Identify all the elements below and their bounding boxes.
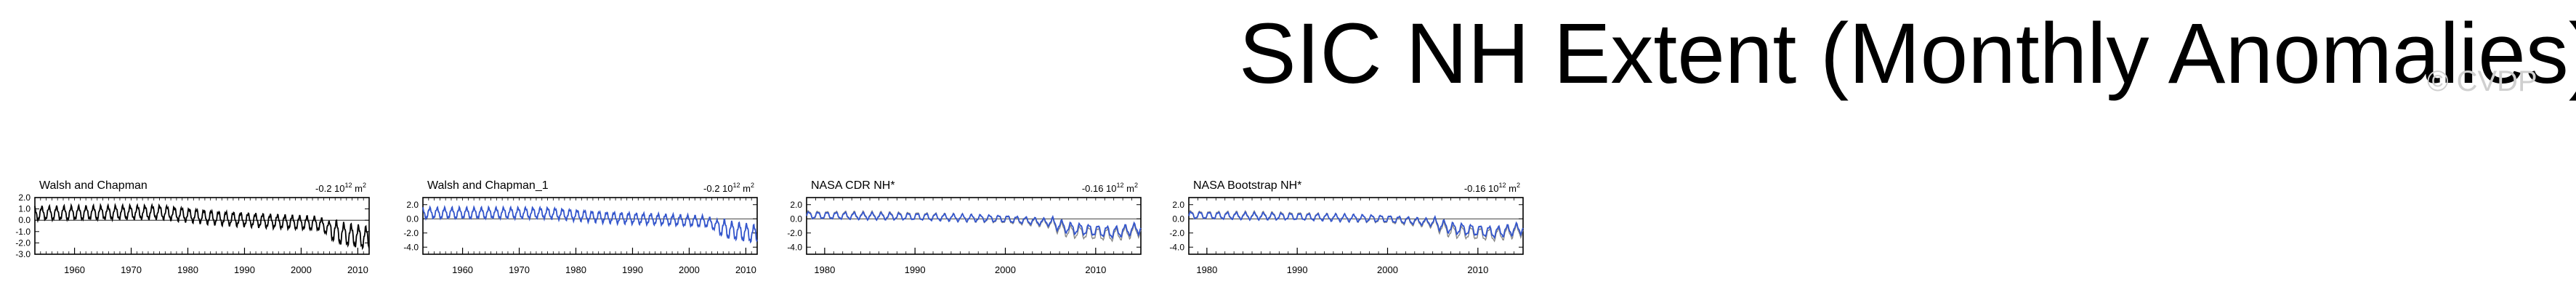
x-tick-label: 2000 (1377, 264, 1398, 275)
annotation-value: -0.16 10 (1464, 183, 1499, 194)
x-tick-label: 2010 (1085, 264, 1106, 275)
series-line-bs_blue (1188, 211, 1524, 240)
chart-annotation: -0.2 1012 m2 (315, 182, 366, 194)
y-tick-label: 0.0 (406, 214, 419, 224)
chart-annotation: -0.16 1012 m2 (1464, 182, 1520, 194)
plot-frame (34, 197, 370, 255)
chart-panel: Walsh and Chapman -0.2 1012 m2 2.01.00.0 -1… (15, 179, 370, 275)
annotation-unit-exponent: 2 (363, 182, 366, 189)
series-line-cdr_blue (806, 211, 1142, 240)
x-tick-label: 1990 (622, 264, 643, 275)
annotation-unit: m (1506, 183, 1517, 194)
x-tick-label: 2010 (347, 264, 368, 275)
x-tick-label: 1960 (452, 264, 473, 275)
annotation-unit-exponent: 2 (751, 182, 754, 189)
plot-frame (422, 197, 758, 255)
annotation-value: -0.2 10 (315, 183, 344, 194)
y-tick-label: 2.0 (406, 200, 419, 210)
annotation-unit-exponent: 2 (1517, 182, 1520, 189)
x-tick-label: 2010 (1467, 264, 1488, 275)
y-tick-label: 2.0 (18, 192, 31, 203)
chart-annotation: -0.16 1012 m2 (1082, 182, 1138, 194)
series-line-wc_black (34, 203, 370, 251)
annotation-exponent: 12 (345, 182, 352, 189)
plot-frame (806, 197, 1142, 255)
y-tick-label: -4.0 (403, 242, 419, 252)
annotation-exponent: 12 (733, 182, 740, 189)
x-tick-label: 1960 (64, 264, 85, 275)
y-tick-label: -4.0 (787, 242, 802, 252)
y-tick-label: 2.0 (790, 200, 802, 210)
chart-annotation: -0.2 1012 m2 (703, 182, 754, 194)
x-tick-label: 1970 (121, 264, 142, 275)
chart-title: Walsh and Chapman_1 (427, 179, 549, 192)
annotation-exponent: 12 (1499, 182, 1506, 189)
x-tick-label: 1980 (565, 264, 586, 275)
y-tick-label: 0.0 (790, 214, 802, 224)
x-tick-label: 1990 (905, 264, 926, 275)
x-tick-label: 1980 (177, 264, 198, 275)
x-tick-label: 1970 (509, 264, 530, 275)
x-tick-label: 2000 (679, 264, 700, 275)
chart-panel: NASA CDR NH* -0.16 1012 m2 2.0 0.0 -2.0 -4.0 1… (787, 179, 1142, 275)
series-line-wc1_blue (422, 205, 758, 244)
y-tick-label: -2.0 (1169, 228, 1184, 238)
y-tick-label: -2.0 (787, 228, 802, 238)
y-tick-label: -4.0 (1169, 242, 1184, 252)
annotation-exponent: 12 (1117, 182, 1124, 189)
chart-panel: Walsh and Chapman_1 -0.2 1012 m2 2.0 0.0 -2.… (403, 179, 758, 275)
x-tick-label: 1980 (1196, 264, 1217, 275)
y-tick-label: 0.0 (18, 215, 31, 225)
plot-frame (1188, 197, 1524, 255)
y-tick-label: 0.0 (1172, 214, 1184, 224)
chart-panel: NASA Bootstrap NH* -0.16 1012 m2 2.0 0.0 -2.… (1169, 179, 1524, 275)
annotation-unit: m (1124, 183, 1134, 194)
x-tick-label: 1980 (814, 264, 835, 275)
y-tick-label: -3.0 (15, 249, 31, 259)
page-title: SIC NH Extent (Monthly Anomalies) (1239, 6, 2576, 102)
annotation-unit: m (352, 183, 363, 194)
watermark-text: © CVDP (2427, 65, 2537, 97)
chart-title: Walsh and Chapman (39, 179, 148, 192)
x-tick-label: 2000 (291, 264, 312, 275)
chart-title: NASA CDR NH* (811, 179, 895, 192)
y-tick-label: -2.0 (15, 238, 31, 248)
y-tick-label: -1.0 (15, 227, 31, 237)
x-tick-label: 2010 (735, 264, 756, 275)
y-tick-label: 2.0 (1172, 200, 1184, 210)
x-tick-label: 1990 (1287, 264, 1308, 275)
annotation-unit-exponent: 2 (1134, 182, 1138, 189)
annotation-value: -0.16 10 (1082, 183, 1117, 194)
x-tick-label: 1990 (234, 264, 255, 275)
annotation-unit: m (740, 183, 751, 194)
y-tick-label: 1.0 (18, 204, 31, 214)
annotation-value: -0.2 10 (703, 183, 732, 194)
y-tick-label: -2.0 (403, 228, 419, 238)
x-tick-label: 2000 (995, 264, 1016, 275)
chart-title: NASA Bootstrap NH* (1193, 179, 1301, 192)
